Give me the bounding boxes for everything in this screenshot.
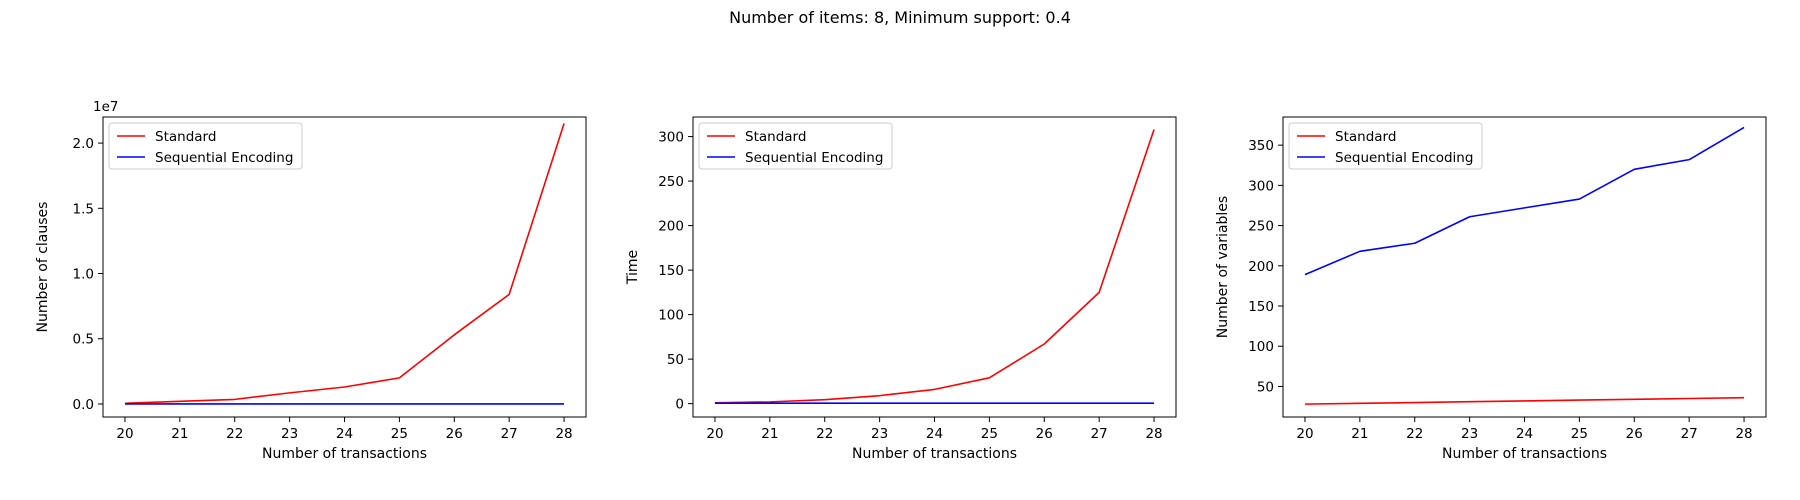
- x-tick-label: 25: [391, 426, 408, 442]
- y-tick-label: 250: [1248, 219, 1274, 235]
- x-tick-label: 20: [706, 426, 723, 442]
- x-tick-label: 21: [1351, 426, 1368, 442]
- y-tick-label: 300: [1248, 178, 1274, 194]
- x-tick-label: 20: [116, 426, 133, 442]
- x-tick-label: 28: [1735, 426, 1752, 442]
- y-tick-label: 200: [1248, 259, 1274, 275]
- series-line-1: [1304, 396, 1745, 405]
- x-tick-label: 20: [1296, 426, 1313, 442]
- x-tick-label: 27: [1681, 426, 1698, 442]
- y-tick-label: 0.0: [73, 397, 94, 413]
- x-tick-label: 28: [555, 426, 572, 442]
- series-line-1: [124, 123, 565, 405]
- figure-suptitle: Number of items: 8, Minimum support: 0.4: [729, 8, 1071, 27]
- y-tick-label: 100: [1248, 339, 1274, 355]
- x-tick-label: 23: [281, 426, 298, 442]
- legend-box: [698, 122, 893, 170]
- legend-box: [1288, 122, 1483, 170]
- x-tick-label: 25: [1571, 426, 1588, 442]
- x-axis-label: Number of transactions: [262, 446, 427, 462]
- charts: 20 21 22 23 24 25 26 27 28 0.0 0.5 1.0 1.5 2.0 1e7 Numb…: [35, 99, 1767, 462]
- x-tick-label: 22: [816, 426, 833, 442]
- x-tick-label: 24: [926, 426, 943, 442]
- legend: Standard Sequential Encoding: [698, 122, 893, 170]
- x-tick-label: 26: [1036, 426, 1053, 442]
- y-axis-label: Time: [625, 250, 641, 285]
- legend-label-2: Sequential Encoding: [155, 150, 293, 166]
- x-tick-label: 21: [761, 426, 778, 442]
- y-tick-label: 150: [1248, 299, 1274, 315]
- x-axis-label: Number of transactions: [1442, 446, 1607, 462]
- y-tick-label: 1.5: [73, 201, 94, 217]
- series-line-2: [1304, 126, 1745, 276]
- y-tick-label: 50: [1257, 379, 1274, 395]
- chart-2: 20 21 22 23 24 25 26 27 28 0 50 100 150 200 250 300 Numb…: [625, 116, 1177, 462]
- y-tick-label: 350: [1248, 138, 1274, 154]
- chart-1: 20 21 22 23 24 25 26 27 28 0.0 0.5 1.0 1.5 2.0 1e7 Numb…: [35, 99, 587, 462]
- legend-label-2: Sequential Encoding: [745, 150, 883, 166]
- legend-label-1: Standard: [1335, 129, 1396, 145]
- legend-label-1: Standard: [745, 129, 806, 145]
- x-tick-label: 27: [1091, 426, 1108, 442]
- x-tick-label: 22: [1406, 426, 1423, 442]
- y-tick-label: 1.0: [73, 267, 94, 283]
- legend-box: [108, 122, 303, 170]
- y-axis-label: Number of variables: [1215, 196, 1231, 338]
- y-tick-label: 250: [658, 174, 684, 190]
- y-tick-label: 0: [675, 397, 684, 413]
- y-tick-label: 300: [658, 130, 684, 146]
- chart-3: 20 21 22 23 24 25 26 27 28 50 100 150 200 250 300 350 Nu…: [1215, 116, 1767, 462]
- x-tick-label: 27: [501, 426, 518, 442]
- legend-label-1: Standard: [155, 129, 216, 145]
- y-tick-label: 150: [658, 263, 684, 279]
- y-tick-label: 200: [658, 219, 684, 235]
- series-line-1: [714, 129, 1155, 404]
- x-tick-label: 26: [1626, 426, 1643, 442]
- y-tick-label: 0.5: [73, 332, 94, 348]
- x-tick-label: 23: [1461, 426, 1478, 442]
- y-offset-text: 1e7: [93, 99, 118, 115]
- legend: Standard Sequential Encoding: [1288, 122, 1483, 170]
- x-tick-label: 21: [171, 426, 188, 442]
- x-tick-label: 24: [336, 426, 353, 442]
- legend-label-2: Sequential Encoding: [1335, 150, 1473, 166]
- x-tick-label: 23: [871, 426, 888, 442]
- y-axis-label: Number of clauses: [35, 202, 51, 333]
- x-tick-label: 24: [1516, 426, 1533, 442]
- y-tick-label: 50: [667, 352, 684, 368]
- x-tick-label: 22: [226, 426, 243, 442]
- y-tick-label: 100: [658, 308, 684, 324]
- x-tick-label: 28: [1145, 426, 1162, 442]
- x-tick-label: 25: [981, 426, 998, 442]
- x-axis-label: Number of transactions: [852, 446, 1017, 462]
- y-tick-label: 2.0: [73, 136, 94, 152]
- legend: Standard Sequential Encoding: [108, 122, 303, 170]
- x-tick-label: 26: [446, 426, 463, 442]
